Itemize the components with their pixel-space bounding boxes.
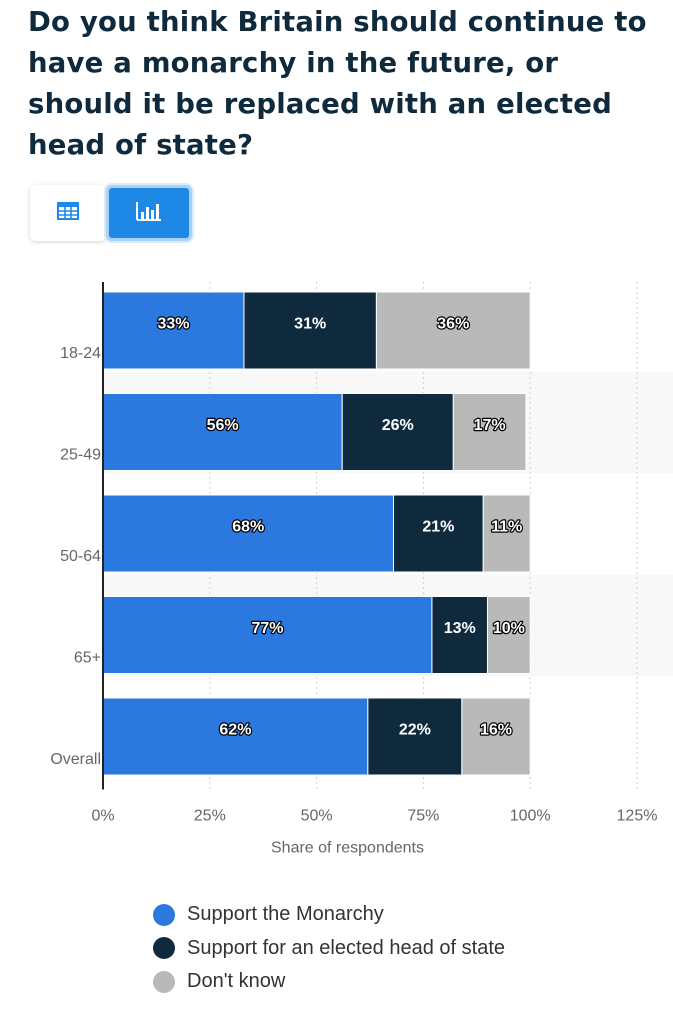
bar-chart-icon [136, 201, 162, 225]
bar-segment[interactable] [482, 494, 531, 573]
chart-view-button[interactable] [106, 185, 192, 241]
legend: Support the Monarchy Support for an elec… [153, 898, 505, 999]
legend-item-monarchy[interactable]: Support the Monarchy [153, 898, 505, 932]
bar-segment[interactable] [431, 596, 488, 674]
bars: 33% 31% 36% 56% 26% 17% 68% 21% 11% 77% 13% 10% 62% 2… [102, 291, 531, 776]
bar-data-label: 16% [480, 722, 512, 739]
bar-segment[interactable] [102, 291, 245, 370]
x-tick-label: 100% [510, 808, 551, 825]
legend-item-elected[interactable]: Support for an elected head of state [153, 932, 505, 966]
bar-segment[interactable] [102, 494, 394, 573]
x-axis-labels: 0% 25% 50% 75% 100% 125% [91, 808, 657, 825]
bar-segment[interactable] [243, 291, 377, 370]
x-tick-label: 125% [617, 808, 658, 825]
bar-segment[interactable] [461, 697, 531, 776]
bar-data-label: 13% [444, 620, 476, 637]
bar-data-label: 31% [294, 316, 326, 333]
y-tick-label: Overall [50, 751, 101, 768]
table-view-button[interactable] [30, 185, 106, 241]
bar-segment[interactable] [341, 393, 454, 471]
x-tick-label: 75% [407, 808, 439, 825]
y-tick-label: 18-24 [60, 345, 101, 362]
bar-data-label: 21% [422, 519, 454, 536]
legend-label: Support the Monarchy [187, 903, 384, 926]
bar-segment[interactable] [486, 596, 531, 674]
legend-label: Don't know [187, 970, 286, 993]
legend-dot-icon [153, 937, 175, 960]
bar-segment[interactable] [452, 393, 527, 471]
bar-segment[interactable] [102, 697, 369, 776]
x-tick-label: 0% [91, 808, 114, 825]
x-tick-label: 50% [301, 808, 333, 825]
bar-data-label: 56% [207, 417, 239, 434]
bar-segment[interactable] [367, 697, 463, 776]
y-tick-label: 50-64 [60, 548, 101, 565]
bar-segment[interactable] [102, 596, 433, 674]
bar-data-label: 36% [437, 316, 469, 333]
legend-dot-icon [153, 970, 175, 993]
x-axis-title: Share of respondents [271, 840, 424, 857]
bar-segment[interactable] [375, 291, 531, 370]
bar-data-label: 68% [232, 519, 264, 536]
y-axis-labels: 18-24 25-49 50-64 65+ Overall [50, 345, 101, 768]
bar-data-label: 62% [219, 722, 251, 739]
bar-data-label: 26% [382, 417, 414, 434]
bar-data-label: 22% [399, 722, 431, 739]
bar-data-label: 77% [251, 620, 283, 637]
bar-data-label: 11% [491, 519, 522, 536]
y-tick-label: 65+ [74, 650, 101, 667]
chart-title: Do you think Britain should continue to … [28, 6, 647, 161]
legend-dot-icon [153, 903, 175, 926]
legend-label: Support for an elected head of state [187, 936, 505, 959]
bar-data-label: 33% [157, 316, 189, 333]
legend-item-dont-know[interactable]: Don't know [153, 965, 505, 999]
table-icon [57, 202, 79, 224]
y-tick-label: 25-49 [60, 447, 101, 464]
x-tick-label: 25% [194, 808, 226, 825]
bar-data-label: 10% [493, 620, 525, 637]
stacked-bar-chart: 33% 31% 36% 56% 26% 17% 68% 21% 11% 77% 13% 10% 62% 2… [50, 282, 673, 857]
bar-data-label: 17% [474, 417, 506, 434]
